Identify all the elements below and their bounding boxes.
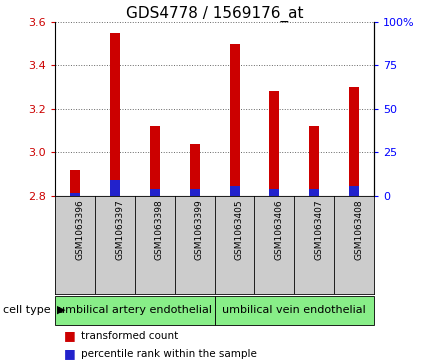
Text: GSM1063399: GSM1063399: [195, 199, 204, 260]
Bar: [309, 189, 319, 196]
Bar: [70, 170, 80, 196]
Text: GSM1063397: GSM1063397: [115, 199, 124, 260]
Text: GSM1063396: GSM1063396: [75, 199, 84, 260]
Title: GDS4778 / 1569176_at: GDS4778 / 1569176_at: [126, 5, 303, 22]
Text: GSM1063398: GSM1063398: [155, 199, 164, 260]
Text: umbilical artery endothelial: umbilical artery endothelial: [58, 305, 212, 315]
Text: umbilical vein endothelial: umbilical vein endothelial: [222, 305, 366, 315]
Text: GSM1063406: GSM1063406: [275, 199, 283, 260]
Bar: [309, 126, 319, 196]
Bar: [230, 185, 240, 196]
Bar: [110, 180, 120, 196]
Bar: [55, 295, 215, 325]
Text: GSM1063405: GSM1063405: [235, 199, 244, 260]
Bar: [349, 185, 359, 196]
Bar: [269, 189, 279, 196]
Text: cell type: cell type: [3, 305, 51, 315]
Text: GSM1063408: GSM1063408: [354, 199, 363, 260]
Text: ■: ■: [64, 329, 76, 342]
Bar: [150, 126, 160, 196]
Bar: [230, 44, 240, 196]
Bar: [150, 189, 160, 196]
Bar: [269, 91, 279, 196]
Bar: [190, 189, 200, 196]
Text: ▶: ▶: [57, 305, 66, 315]
Text: GSM1063407: GSM1063407: [314, 199, 323, 260]
Bar: [190, 144, 200, 196]
Bar: [70, 192, 80, 196]
Text: ■: ■: [64, 347, 76, 360]
Bar: [110, 33, 120, 196]
Text: transformed count: transformed count: [81, 331, 178, 341]
Bar: [349, 87, 359, 196]
Bar: [215, 295, 374, 325]
Text: percentile rank within the sample: percentile rank within the sample: [81, 349, 257, 359]
